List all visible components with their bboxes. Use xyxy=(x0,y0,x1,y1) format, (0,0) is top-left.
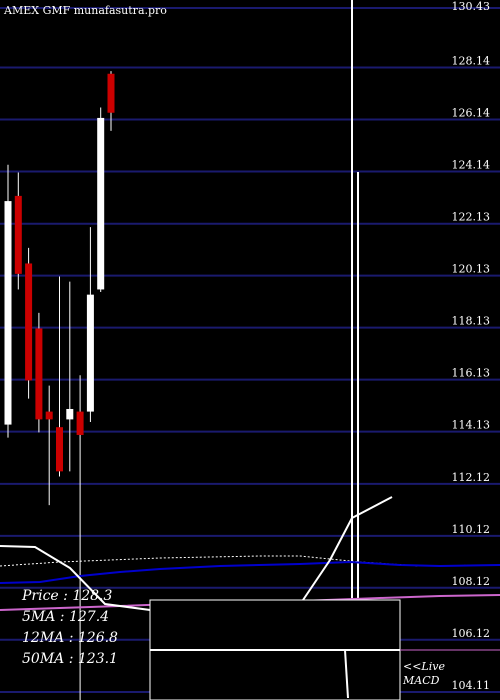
ma50-readout: 50MA : 123.1 xyxy=(22,651,118,667)
watermark: AMEX GMF munafasutra.pro xyxy=(4,4,167,17)
ma-blue-line xyxy=(0,560,500,584)
y-tick-label: 126.14 xyxy=(452,106,491,119)
info-panel: Price : 128.3 5MA : 127.4 12MA : 126.8 5… xyxy=(0,586,150,670)
candle-up xyxy=(97,117,105,290)
y-tick-label: 120.13 xyxy=(452,263,491,276)
candle-down xyxy=(45,411,53,420)
macd-spike xyxy=(344,649,349,699)
y-tick-label: 114.13 xyxy=(452,419,491,432)
ma12-readout: 12MA : 126.8 xyxy=(22,630,118,646)
candle-down xyxy=(14,195,22,274)
price-readout: Price : 128.3 xyxy=(22,588,113,604)
ma-dotted-line xyxy=(0,555,500,567)
y-axis-ticks: 130.43 128.14 126.14 124.14 122.13 120.13 118.… xyxy=(452,0,491,692)
y-tick-label: 108.12 xyxy=(452,575,491,588)
candle-down xyxy=(107,73,115,113)
y-tick-label: 112.12 xyxy=(452,471,491,484)
y-tick-label: 110.12 xyxy=(452,523,491,536)
candle-down xyxy=(56,427,63,472)
candles xyxy=(4,71,115,700)
y-tick-label: 122.13 xyxy=(452,211,491,224)
candle-down xyxy=(25,263,33,381)
candle-up xyxy=(66,408,74,420)
y-tick-label: 104.11 xyxy=(452,679,491,692)
candle-down xyxy=(76,411,84,435)
macd-live: <<Live xyxy=(403,660,445,673)
macd-label: <<Live MACD xyxy=(403,660,445,688)
macd-name: MACD xyxy=(403,674,440,687)
y-tick-label: 130.43 xyxy=(452,0,491,13)
ma5-readout: 5MA : 127.4 xyxy=(22,609,110,625)
y-tick-label: 106.12 xyxy=(452,627,491,640)
candle-up xyxy=(86,294,94,412)
candle-up xyxy=(4,201,12,425)
y-tick-label: 124.14 xyxy=(452,158,491,171)
candle-down xyxy=(35,328,43,420)
y-tick-label: 128.14 xyxy=(452,55,491,68)
y-tick-label: 118.13 xyxy=(452,315,491,328)
y-tick-label: 116.13 xyxy=(452,367,491,380)
